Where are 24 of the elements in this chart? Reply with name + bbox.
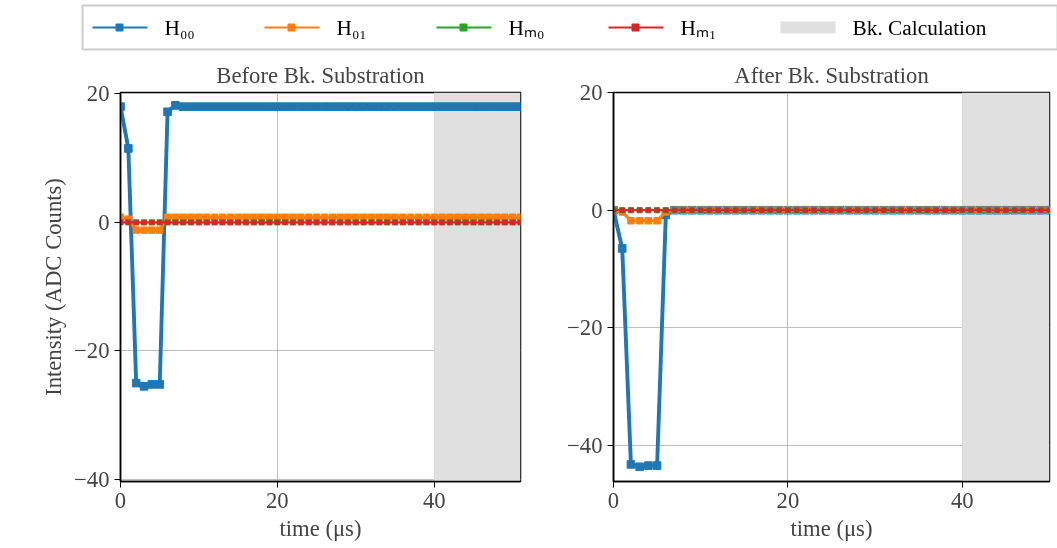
- chart-title: After Bk. Substration: [734, 62, 929, 88]
- x-axis-title: time (μs): [790, 515, 873, 541]
- y-tick-label: 20: [86, 81, 110, 107]
- y-tick-label: 20: [579, 80, 603, 105]
- legend-label: H₀₁: [336, 15, 367, 40]
- y-tick-label: −40: [74, 467, 110, 493]
- legend-label: Hₘ₁: [680, 15, 717, 40]
- legend-label: Hₘ₀: [508, 15, 545, 40]
- y-tick-label: −20: [74, 338, 110, 364]
- x-tick-label: 40: [422, 487, 446, 513]
- x-tick-label: 40: [950, 487, 974, 513]
- x-tick-label: 20: [266, 487, 289, 513]
- y-tick-label: −20: [567, 315, 603, 341]
- x-tick-label: 0: [607, 487, 620, 513]
- x-tick-label: 0: [114, 487, 127, 513]
- legend-label: Bk. Calculation: [852, 15, 987, 40]
- y-tick-label: 0: [591, 197, 603, 223]
- y-tick-label: −40: [567, 433, 603, 459]
- y-tick-label: 0: [98, 209, 110, 235]
- legend-label: H₀₀: [164, 15, 195, 40]
- x-axis-title: time (μs): [279, 515, 362, 541]
- chart-title: Before Bk. Substration: [216, 62, 425, 88]
- y-axis-title: Intensity (ADC Counts): [41, 178, 67, 396]
- x-tick-label: 20: [776, 487, 800, 513]
